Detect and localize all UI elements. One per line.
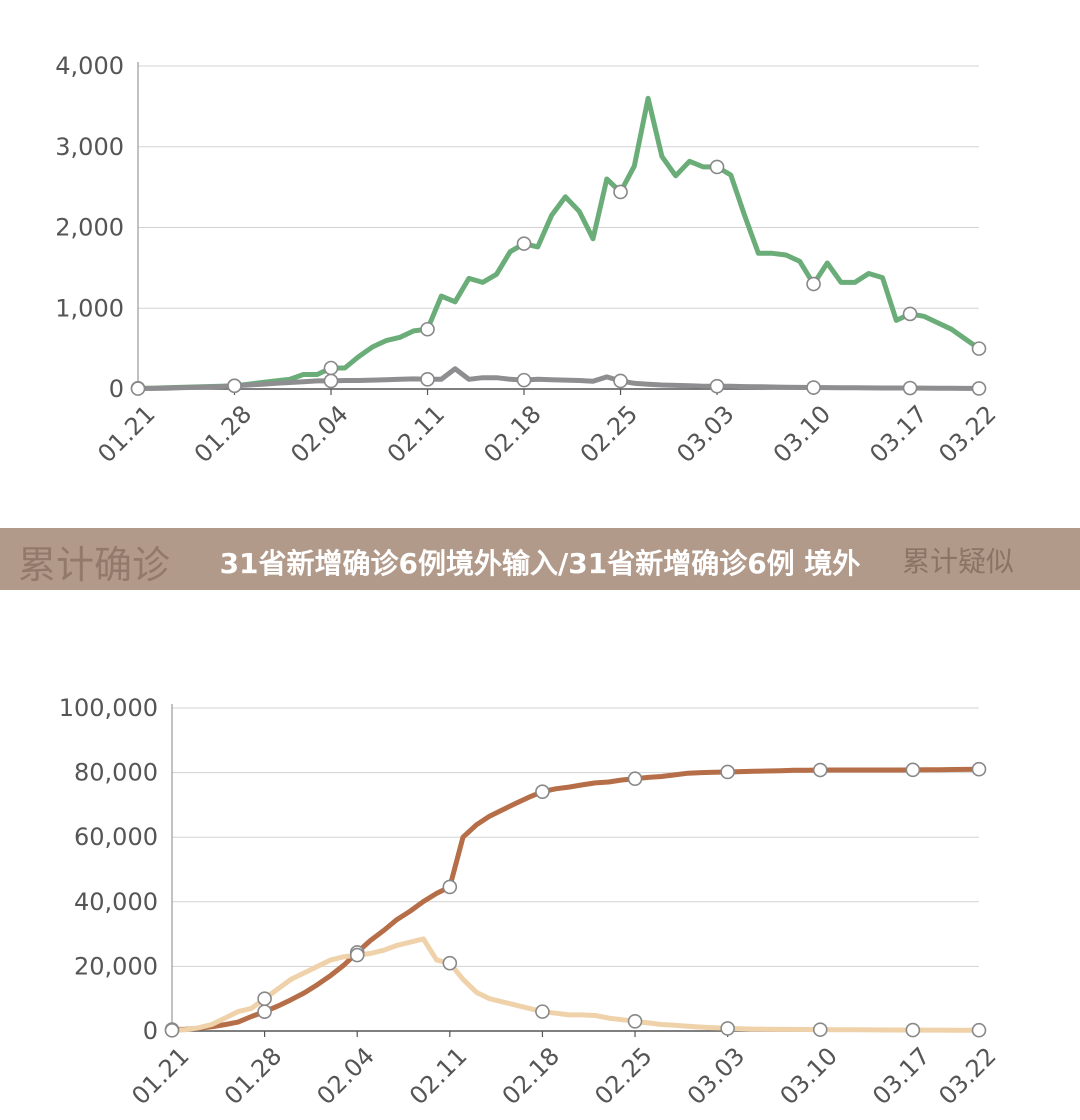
data-point-marker: [627, 771, 643, 787]
x-tick-label: 02.25: [575, 400, 643, 468]
y-tick-label: 4,000: [55, 52, 124, 80]
data-point-marker: [535, 784, 550, 799]
y-tick-label: 20,000: [74, 952, 158, 980]
series-markers: [164, 761, 987, 1038]
x-tick-label: 01.21: [92, 400, 160, 468]
y-tick-labels: 0 1,000 2,000 3,000 4,000: [55, 52, 124, 403]
x-tick-label: 03.17: [864, 400, 932, 468]
data-point-marker: [516, 236, 532, 251]
series-line-1: [169, 766, 982, 1033]
x-tick-label: 03.10: [775, 1042, 843, 1110]
data-point-marker: [971, 1022, 987, 1038]
y-tick-label: 2,000: [55, 214, 124, 242]
y-tick-label: 1,000: [55, 294, 124, 322]
x-tick-labels: 01.21 01.28 02.04 02.11 02.18 02.25 03.03 03.10…: [92, 389, 1002, 468]
banner-caption: 31省新增确诊6例境外输入/31省新增确诊6例 境外: [219, 547, 861, 580]
x-tick-label: 03.17: [867, 1042, 935, 1110]
data-point-marker: [516, 372, 532, 388]
data-point-marker: [902, 306, 918, 322]
series-line-1: [135, 95, 982, 391]
data-point-marker: [971, 761, 987, 777]
data-point-marker: [720, 1021, 735, 1036]
banner-background-legend: 累计疑似: [901, 545, 1014, 578]
data-point-marker: [613, 184, 628, 200]
data-point-marker: [902, 380, 918, 396]
caption-banner: 累计确诊 累计疑似 31省新增确诊6例境外输入/31省新增确诊6例 境外: [0, 528, 1080, 590]
series-line-2: [169, 936, 982, 1033]
y-tick-label: 60,000: [74, 823, 158, 851]
x-tick-label: 03.03: [671, 400, 739, 468]
x-tick-label: 01.28: [189, 400, 257, 468]
data-point-marker: [905, 762, 921, 778]
y-gridlines: [171, 704, 979, 1032]
data-point-marker: [812, 762, 828, 778]
x-tick-label: 03.22: [933, 1042, 1001, 1110]
data-point-marker: [806, 380, 821, 395]
data-point-marker: [806, 276, 821, 292]
data-point-marker: [971, 341, 987, 356]
series-lines: [135, 95, 982, 392]
y-tick-label: 100,000: [59, 694, 158, 722]
x-tick-label: 03.22: [933, 400, 1001, 468]
y-tick-labels: 0 20,000 40,000 60,000 80,000 100,000: [59, 694, 158, 1045]
data-point-marker: [257, 1004, 272, 1020]
data-point-marker: [420, 372, 435, 387]
data-point-marker: [420, 321, 435, 337]
x-tick-label: 01.21: [126, 1042, 194, 1110]
data-point-marker: [709, 378, 725, 394]
data-point-marker: [812, 1022, 828, 1037]
x-tick-label: 02.11: [404, 1042, 472, 1110]
x-tick-label: 02.18: [497, 1042, 565, 1110]
series-lines: [169, 766, 982, 1033]
y-gridlines: [137, 62, 979, 390]
banner-background-title: 累计确诊: [18, 543, 171, 587]
data-point-marker: [323, 373, 339, 389]
x-tick-label: 02.04: [312, 1042, 380, 1110]
x-tick-labels: 01.21 01.28 02.04 02.11 02.18 02.25 03.03 03.10…: [126, 1031, 1002, 1110]
data-point-marker: [442, 879, 458, 895]
data-point-marker: [130, 381, 146, 396]
x-tick-label: 02.18: [478, 400, 546, 468]
data-point-marker: [613, 373, 628, 389]
x-tick-label: 03.03: [682, 1042, 750, 1110]
y-tick-label: 80,000: [74, 759, 158, 787]
data-point-marker: [442, 955, 458, 971]
data-point-marker: [164, 1023, 180, 1038]
y-tick-label: 0: [109, 375, 124, 403]
data-point-marker: [257, 991, 272, 1007]
x-tick-label: 02.25: [589, 1042, 657, 1110]
data-point-marker: [720, 764, 735, 780]
x-tick-label: 01.28: [219, 1042, 287, 1110]
daily-new-cases-chart: 0 1,000 2,000 3,000 4,000 01.21 01.28 02.04 02.…: [55, 52, 1002, 468]
y-tick-label: 3,000: [55, 133, 124, 161]
data-point-marker: [349, 947, 365, 963]
series-markers: [130, 159, 987, 396]
data-point-marker: [227, 378, 242, 394]
data-point-marker: [905, 1022, 921, 1038]
x-tick-label: 02.11: [382, 400, 450, 468]
series-line-2: [135, 366, 982, 392]
data-point-marker: [971, 381, 987, 396]
y-tick-label: 40,000: [74, 888, 158, 916]
data-point-marker: [323, 360, 339, 376]
data-point-marker: [627, 1014, 643, 1029]
x-tick-label: 02.04: [285, 400, 353, 468]
x-tick-label: 03.10: [768, 400, 836, 468]
data-point-marker: [535, 1004, 550, 1019]
y-tick-label: 0: [143, 1017, 158, 1045]
data-point-marker: [709, 159, 725, 175]
